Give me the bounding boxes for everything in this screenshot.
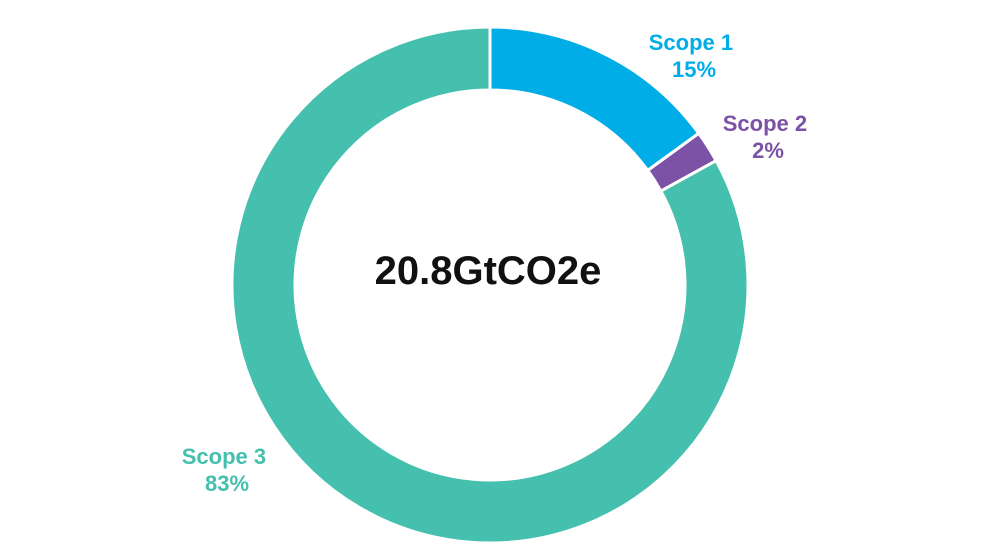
- slice-name-scope-2: Scope 2: [723, 111, 807, 136]
- slice-name-scope-1: Scope 1: [649, 30, 733, 55]
- slice-name-scope-3: Scope 3: [182, 444, 266, 469]
- slice-label-scope-2: Scope 2 2%: [723, 111, 814, 163]
- slice-label-scope-3: Scope 3 83%: [182, 444, 273, 496]
- slices-layer: [230, 25, 750, 545]
- slice-label-scope-1: Scope 1 15%: [649, 30, 740, 82]
- slice-value-scope-1: 15%: [672, 57, 716, 82]
- slice-value-scope-3: 83%: [205, 471, 249, 496]
- center-total-label: 20.8GtCO2e: [375, 249, 602, 293]
- donut-slice-scope-3: [230, 25, 750, 545]
- slice-value-scope-2: 2%: [752, 138, 784, 163]
